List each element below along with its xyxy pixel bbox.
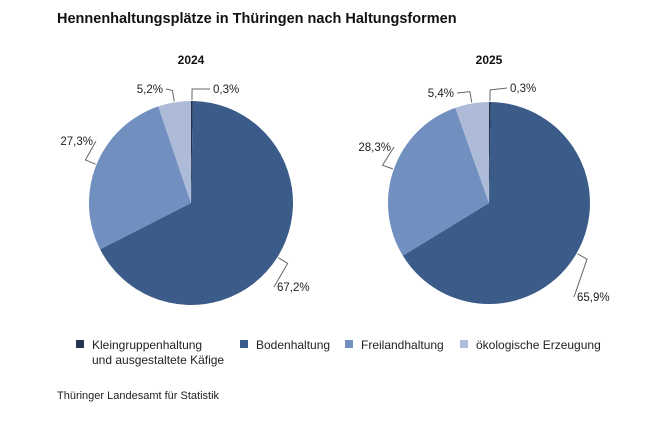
- legend-swatch: [240, 340, 248, 348]
- leader-line: [273, 257, 289, 288]
- pie-slice: [455, 102, 489, 203]
- pie-slice: [89, 106, 191, 250]
- legend-swatch: [460, 340, 468, 348]
- leader-line: [573, 253, 588, 298]
- leader-line: [191, 88, 211, 101]
- pie-slice: [191, 101, 193, 203]
- pie-slice: [402, 102, 590, 304]
- legend-label: Freilandhaltung: [361, 338, 444, 352]
- legend-label: ökologische Erzeugung: [476, 338, 601, 352]
- legend-swatch: [345, 340, 353, 348]
- legend-item-boden: Bodenhaltung: [240, 338, 330, 353]
- leader-line: [165, 88, 175, 102]
- pie-slice: [158, 101, 191, 203]
- data-label: 28,3%: [358, 142, 391, 154]
- pie-slice: [100, 101, 294, 305]
- leader-line: [84, 140, 97, 165]
- data-label: 65,9%: [577, 292, 610, 304]
- pie-title: 2024: [178, 53, 205, 67]
- leader-line: [456, 91, 473, 103]
- pie-title: 2025: [476, 53, 503, 67]
- data-label: 27,3%: [60, 136, 93, 148]
- data-label: 0,3%: [213, 84, 239, 96]
- leader-line: [489, 87, 508, 102]
- legend-item-kleingruppen: Kleingruppenhaltung und ausgestaltete Kä…: [76, 338, 224, 368]
- legend-label: Bodenhaltung: [256, 338, 331, 352]
- pie-slice: [388, 107, 489, 256]
- legend-label-line2: und ausgestaltete Käfige: [92, 353, 225, 367]
- legend-item-freiland: Freilandhaltung: [345, 338, 444, 353]
- data-label: 67,2%: [277, 282, 310, 294]
- data-label: 0,3%: [510, 83, 536, 95]
- legend-label: Kleingruppenhaltung: [92, 338, 203, 352]
- leader-line: [381, 146, 395, 170]
- data-label: 5,2%: [137, 84, 163, 96]
- legend-swatch: [76, 340, 84, 348]
- source-note: Thüringer Landesamt für Statistik: [57, 390, 220, 402]
- legend-item-oeko: ökologische Erzeugung: [460, 338, 601, 353]
- pie-slice: [489, 102, 491, 203]
- data-label: 5,4%: [428, 88, 454, 100]
- chart-title: Hennenhaltungsplätze in Thüringen nach H…: [57, 11, 457, 27]
